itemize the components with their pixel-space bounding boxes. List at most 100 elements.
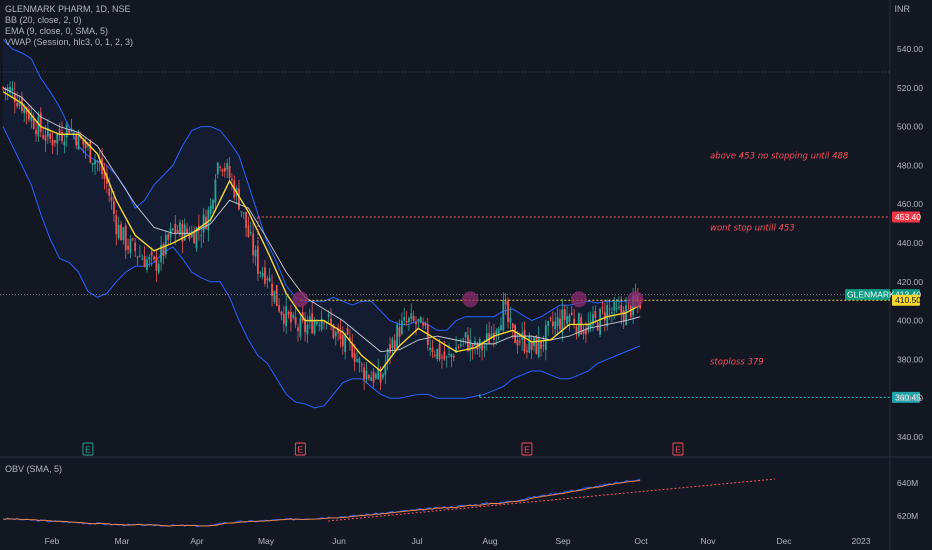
- y-tick-label: 380.00: [897, 354, 923, 364]
- candle-body: [391, 338, 394, 348]
- candle-body: [94, 160, 96, 165]
- candle-body: [87, 144, 89, 147]
- y-tick-label: 540.00: [897, 44, 923, 54]
- candle-body: [559, 318, 561, 330]
- legend-bb: BB (20, close, 2, 0): [5, 15, 82, 25]
- candle-body: [393, 340, 396, 350]
- candle-body: [183, 224, 186, 241]
- candle-body: [25, 107, 28, 114]
- candle-body: [68, 130, 70, 135]
- candle-body: [42, 134, 45, 139]
- candle-body: [108, 188, 111, 196]
- y-tick-label: 440.00: [897, 238, 923, 248]
- x-tick-label: Jul: [412, 536, 423, 546]
- candle-body: [131, 238, 134, 240]
- candle-body: [464, 332, 467, 338]
- annotation-text: stoploss 379: [710, 357, 764, 367]
- price-tag-label: 453.40: [895, 212, 921, 222]
- candle-body: [334, 331, 337, 337]
- candle-body: [23, 105, 26, 113]
- earnings-marker-label: E: [85, 445, 91, 455]
- candle-body: [384, 364, 387, 376]
- candle-body: [363, 367, 365, 380]
- candle-body: [599, 308, 601, 335]
- candle-body: [35, 129, 37, 135]
- earnings-marker-box: [294, 442, 306, 456]
- legend-symbol: GLENMARK PHARM, 1D, NSE: [5, 4, 131, 14]
- candle-body: [98, 160, 101, 164]
- price-tag-bg: [892, 391, 920, 403]
- candle-body: [398, 327, 401, 337]
- candle-body: [417, 319, 420, 321]
- candle-body: [528, 336, 531, 353]
- candle-body: [9, 87, 11, 93]
- candle-body: [403, 317, 406, 321]
- candle-body: [282, 313, 285, 324]
- candle-body: [330, 318, 332, 325]
- candle-body: [467, 335, 469, 351]
- x-tick-label: May: [258, 536, 275, 546]
- candle-body: [249, 232, 252, 234]
- earnings-marker: E: [521, 442, 533, 456]
- earnings-marker: E: [82, 442, 94, 456]
- candle-body: [117, 224, 120, 239]
- candle-body: [245, 211, 247, 228]
- price-tag-bg: [892, 211, 920, 223]
- candle-body: [410, 313, 413, 319]
- candle-body: [431, 347, 434, 352]
- candle-body: [332, 324, 335, 339]
- candle-body: [2, 87, 4, 89]
- candle-body: [247, 225, 250, 237]
- candle-body: [13, 92, 16, 103]
- candle-body: [157, 263, 160, 273]
- candle-body: [254, 249, 257, 257]
- y-tick-label: 500.00: [897, 122, 923, 132]
- price-tag-resistance: 453.40: [892, 211, 921, 223]
- candle-body: [221, 169, 224, 172]
- candle-body: [318, 324, 321, 326]
- x-tick-label: Nov: [700, 536, 716, 546]
- candle-body: [353, 353, 356, 362]
- price-tag-label: 413.40: [895, 290, 921, 300]
- candle-body: [51, 140, 54, 146]
- x-tick-label: Feb: [45, 536, 60, 546]
- candle-body: [32, 117, 35, 129]
- candle-body: [311, 313, 314, 334]
- candle-body: [58, 129, 61, 136]
- candle-body: [49, 133, 52, 139]
- candle-body: [485, 333, 488, 342]
- candle-body: [110, 197, 113, 201]
- candle-body: [540, 340, 542, 349]
- candle-body: [589, 322, 592, 327]
- candle-body: [445, 356, 448, 358]
- candle-body: [264, 267, 266, 284]
- candle-body: [509, 317, 512, 323]
- candle-body: [346, 328, 349, 335]
- candle-body: [82, 139, 85, 145]
- x-tick-label: Dec: [776, 536, 792, 546]
- candle-body: [65, 124, 68, 138]
- candle-body: [275, 285, 278, 306]
- candle-body: [259, 271, 262, 273]
- candle-body: [188, 232, 191, 239]
- candle-body: [280, 311, 283, 315]
- candle-body: [535, 336, 538, 354]
- candle-body: [386, 349, 389, 362]
- candle-body: [30, 114, 33, 121]
- obv-y-tick-label: 640M: [897, 478, 918, 488]
- candle-body: [212, 200, 214, 209]
- y-tick-label: 480.00: [897, 160, 923, 170]
- candle-body: [372, 372, 375, 383]
- candle-body: [164, 235, 167, 255]
- candle-body: [238, 188, 240, 210]
- candle-body: [349, 337, 351, 341]
- candle-body: [207, 209, 210, 231]
- candle-body: [443, 351, 446, 360]
- candle-body: [223, 167, 226, 172]
- vwap-line: [2, 87, 641, 353]
- candle-body: [323, 322, 325, 324]
- candle-body: [481, 344, 483, 351]
- earnings-marker-box: [82, 442, 94, 456]
- price-tag-label: 410.50: [895, 295, 921, 305]
